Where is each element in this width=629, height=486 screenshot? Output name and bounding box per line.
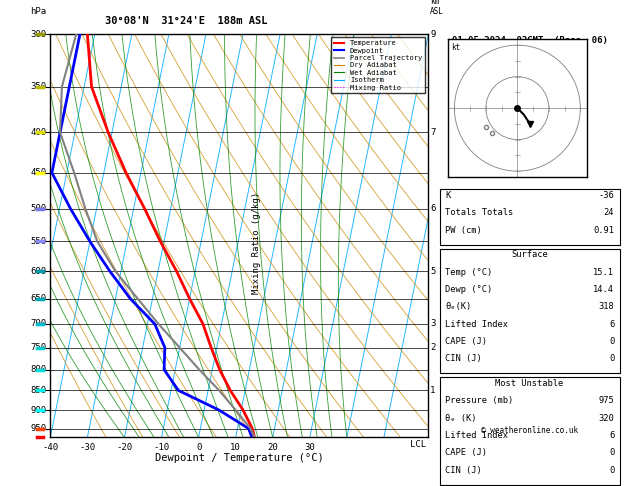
Text: 5: 5: [430, 267, 436, 276]
Text: -36: -36: [598, 191, 614, 200]
Text: LCL: LCL: [410, 440, 426, 449]
Text: Lifted Index: Lifted Index: [445, 320, 508, 329]
Text: hPa: hPa: [30, 7, 47, 17]
Text: Most Unstable: Most Unstable: [496, 379, 564, 388]
Text: CIN (J): CIN (J): [445, 466, 482, 475]
Text: 3: 3: [430, 319, 436, 329]
Text: 318: 318: [598, 302, 614, 311]
Text: CAPE (J): CAPE (J): [445, 337, 487, 346]
Text: 0: 0: [609, 354, 614, 364]
Text: 1: 1: [430, 386, 436, 395]
Text: 650: 650: [30, 294, 47, 303]
Text: -40: -40: [42, 443, 58, 451]
Text: -20: -20: [116, 443, 133, 451]
Text: 0: 0: [609, 337, 614, 346]
Text: 975: 975: [598, 396, 614, 405]
Text: 500: 500: [30, 204, 47, 213]
Text: 600: 600: [30, 267, 47, 276]
Text: CIN (J): CIN (J): [445, 354, 482, 364]
Text: 20: 20: [267, 443, 278, 451]
Text: 0: 0: [196, 443, 201, 451]
Text: K: K: [445, 191, 450, 200]
Text: 0: 0: [609, 466, 614, 475]
Text: CAPE (J): CAPE (J): [445, 448, 487, 457]
Text: 01.05.2024  03GMT  (Base: 06): 01.05.2024 03GMT (Base: 06): [452, 36, 608, 45]
Text: Dewp (°C): Dewp (°C): [445, 285, 492, 294]
Text: 900: 900: [30, 405, 47, 415]
Text: Pressure (mb): Pressure (mb): [445, 396, 513, 405]
Text: 350: 350: [30, 82, 47, 91]
Text: 7: 7: [430, 128, 436, 137]
Text: 14.4: 14.4: [593, 285, 614, 294]
Text: θₑ(K): θₑ(K): [445, 302, 471, 311]
Text: Totals Totals: Totals Totals: [445, 208, 513, 217]
Text: 2: 2: [430, 343, 436, 352]
Text: 15.1: 15.1: [593, 268, 614, 277]
Text: Temp (°C): Temp (°C): [445, 268, 492, 277]
Text: 6: 6: [430, 204, 436, 213]
Bar: [440, 249, 620, 373]
Text: 0.91: 0.91: [593, 226, 614, 235]
Text: 30: 30: [304, 443, 315, 451]
Text: -30: -30: [79, 443, 96, 451]
Text: 400: 400: [30, 128, 47, 137]
Bar: [440, 190, 620, 244]
Text: Mixing Ratio (g/kg): Mixing Ratio (g/kg): [252, 192, 261, 294]
Text: 450: 450: [30, 168, 47, 177]
Text: θₑ (K): θₑ (K): [445, 414, 476, 423]
Text: 950: 950: [30, 424, 47, 433]
Text: 10: 10: [230, 443, 241, 451]
Text: Surface: Surface: [511, 250, 548, 259]
Text: 0: 0: [609, 448, 614, 457]
Text: 800: 800: [30, 365, 47, 374]
Text: 24: 24: [604, 208, 614, 217]
Text: Lifted Index: Lifted Index: [445, 431, 508, 440]
Text: km
ASL: km ASL: [430, 0, 444, 17]
Text: 6: 6: [609, 320, 614, 329]
Text: kt: kt: [451, 43, 460, 52]
Text: 30°08'N  31°24'E  188m ASL: 30°08'N 31°24'E 188m ASL: [105, 16, 268, 26]
Bar: [440, 377, 620, 485]
Text: 750: 750: [30, 343, 47, 352]
Text: 9: 9: [430, 30, 436, 38]
Text: PW (cm): PW (cm): [445, 226, 482, 235]
Text: 300: 300: [30, 30, 47, 38]
Text: -10: -10: [153, 443, 170, 451]
Text: © weatheronline.co.uk: © weatheronline.co.uk: [481, 426, 578, 435]
Text: 550: 550: [30, 237, 47, 246]
Legend: Temperature, Dewpoint, Parcel Trajectory, Dry Adiabat, Wet Adiabat, Isotherm, Mi: Temperature, Dewpoint, Parcel Trajectory…: [331, 37, 425, 93]
Text: 320: 320: [598, 414, 614, 423]
Text: Dewpoint / Temperature (°C): Dewpoint / Temperature (°C): [155, 453, 324, 463]
Text: 850: 850: [30, 386, 47, 395]
Text: 700: 700: [30, 319, 47, 329]
Text: 6: 6: [609, 431, 614, 440]
